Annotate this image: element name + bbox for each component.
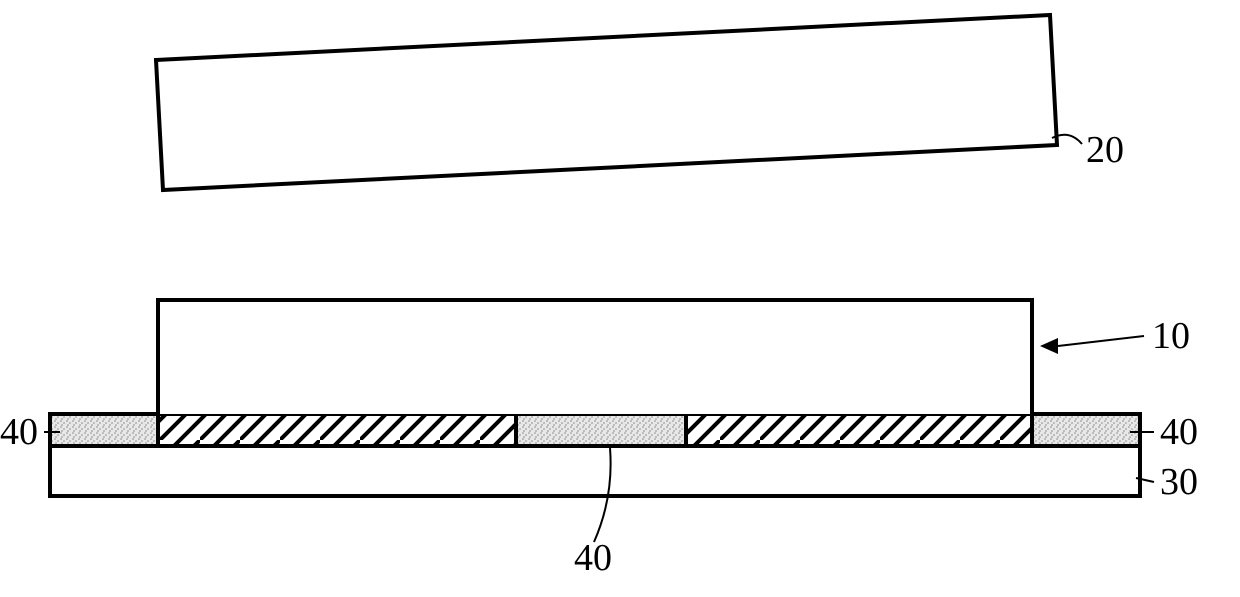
label-30: 30 <box>1160 461 1198 503</box>
label-40-bottom: 40 <box>574 537 612 579</box>
stipple-segment-40 <box>50 414 158 446</box>
substrate-30 <box>50 446 1140 496</box>
label-20: 20 <box>1086 129 1124 171</box>
stipple-segment-40 <box>1032 414 1140 446</box>
tilted-rect-20 <box>156 15 1057 190</box>
hatch-segment <box>158 414 516 446</box>
arrowhead-10 <box>1040 338 1058 354</box>
body-10 <box>158 300 1032 414</box>
leader-10 <box>1058 336 1144 346</box>
hatch-segment <box>686 414 1032 446</box>
label-40-right: 40 <box>1160 411 1198 453</box>
label-10: 10 <box>1152 315 1190 357</box>
stipple-segment-40 <box>516 414 686 446</box>
label-40-left: 40 <box>0 411 38 453</box>
